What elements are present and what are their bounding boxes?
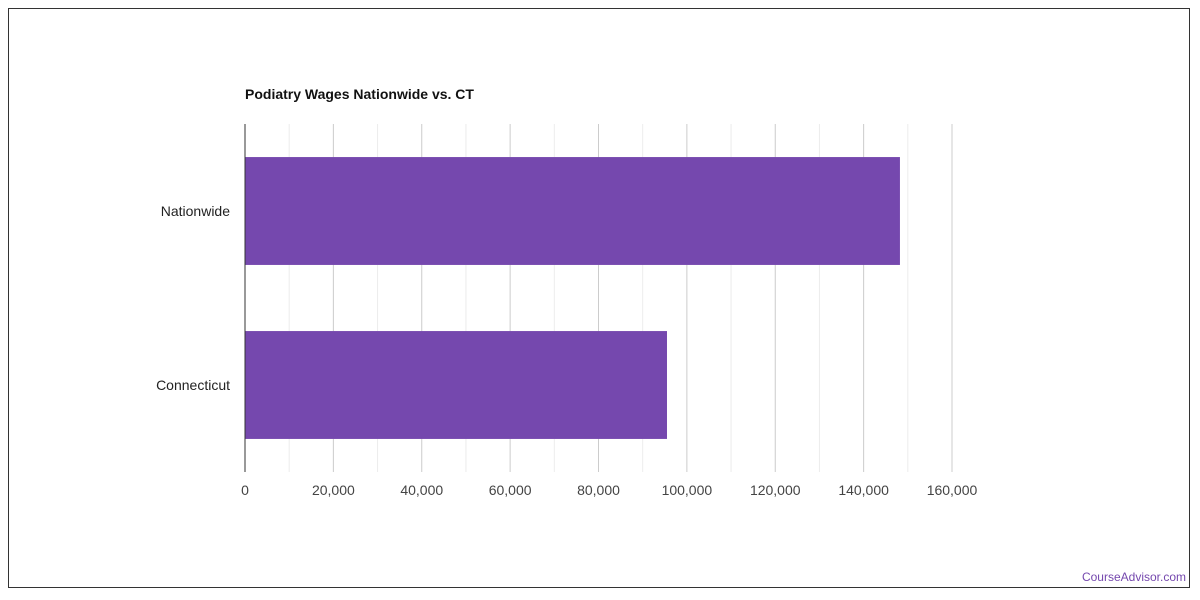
x-tick-label: 160,000	[927, 482, 978, 498]
bars	[245, 157, 900, 439]
chart-frame	[8, 8, 1190, 588]
x-tick-label: 80,000	[577, 482, 620, 498]
bar-nationwide	[245, 157, 900, 265]
chart-title: Podiatry Wages Nationwide vs. CT	[245, 86, 474, 102]
x-tick-label: 20,000	[312, 482, 355, 498]
x-tick-label: 60,000	[489, 482, 532, 498]
x-tick-label: 120,000	[750, 482, 801, 498]
x-tick-label: 100,000	[662, 482, 713, 498]
bar-connecticut	[245, 331, 667, 439]
x-tick-label: 0	[241, 482, 249, 498]
tick-labels: 0 20,000 40,000 60,000 80,000 100,000 120,000 1…	[156, 203, 977, 498]
watermark-courseadvisor[interactable]: CourseAdvisor.com	[1081, 570, 1186, 584]
category-label: Nationwide	[161, 203, 230, 219]
x-tick-label: 140,000	[838, 482, 889, 498]
x-tick-label: 40,000	[400, 482, 443, 498]
category-label: Connecticut	[156, 377, 230, 393]
